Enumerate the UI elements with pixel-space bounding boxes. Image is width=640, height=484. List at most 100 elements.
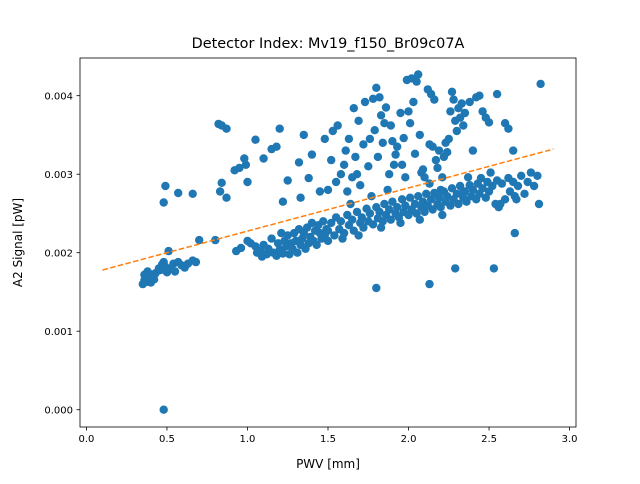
data-point	[343, 187, 352, 196]
data-point	[536, 79, 545, 89]
data-point	[447, 184, 457, 193]
data-point	[389, 160, 399, 169]
data-point	[304, 173, 313, 183]
data-point	[446, 107, 455, 116]
data-point	[425, 279, 434, 289]
data-point	[431, 155, 441, 165]
data-point	[405, 193, 415, 202]
data-point	[222, 124, 231, 133]
data-point	[293, 248, 302, 257]
data-point	[364, 162, 373, 171]
data-point	[412, 77, 421, 86]
data-point	[356, 181, 365, 190]
data-point	[159, 405, 168, 414]
data-point	[459, 121, 468, 130]
data-point	[217, 178, 226, 187]
data-point	[434, 146, 444, 155]
data-point	[478, 107, 487, 116]
data-point	[509, 146, 518, 155]
data-point	[273, 239, 283, 248]
data-point	[243, 177, 252, 187]
data-point	[446, 201, 455, 210]
data-point	[449, 95, 458, 104]
data-point	[409, 97, 418, 107]
chart-title: Detector Index: Mv19_f150_Br09c07A	[192, 36, 465, 52]
data-point	[386, 121, 395, 130]
data-point	[307, 150, 317, 159]
data-point	[278, 197, 288, 206]
data-point	[451, 264, 460, 273]
data-point	[170, 267, 180, 276]
data-point	[323, 236, 333, 246]
data-point	[510, 228, 519, 238]
data-point	[436, 203, 445, 212]
data-point	[380, 199, 389, 209]
data-point	[278, 249, 288, 258]
data-point	[386, 215, 395, 224]
data-point	[367, 192, 376, 201]
data-point	[336, 170, 346, 179]
data-point	[534, 199, 544, 209]
data-point	[381, 103, 391, 112]
data-point	[520, 189, 529, 198]
data-point	[404, 107, 413, 116]
data-point	[161, 181, 170, 191]
data-point	[330, 231, 339, 240]
data-point	[240, 154, 249, 163]
data-point	[296, 193, 305, 202]
data-point	[328, 126, 337, 136]
data-point	[283, 231, 292, 240]
data-point	[376, 223, 386, 232]
data-point	[428, 142, 437, 151]
data-point	[385, 170, 394, 179]
data-point	[447, 87, 457, 97]
data-point	[354, 231, 363, 240]
data-point	[359, 140, 368, 149]
data-point	[405, 119, 415, 128]
data-point	[481, 193, 490, 202]
data-point	[430, 95, 439, 104]
data-point	[497, 179, 507, 188]
data-point	[443, 192, 452, 201]
data-point	[352, 207, 362, 217]
data-point	[444, 134, 453, 144]
data-point	[327, 155, 336, 165]
data-point	[410, 149, 420, 158]
data-point	[357, 213, 366, 222]
data-point	[426, 195, 436, 204]
data-point	[275, 124, 284, 133]
data-point	[489, 264, 499, 273]
data-point	[215, 187, 225, 196]
y-tick-label: 0.001	[44, 327, 73, 338]
x-tick-label: 3.0	[562, 434, 578, 445]
data-point	[418, 165, 428, 174]
data-point	[410, 199, 420, 209]
data-point	[399, 133, 408, 143]
data-point	[476, 173, 486, 183]
fit-line	[102, 148, 554, 271]
data-point	[320, 134, 329, 144]
data-point	[388, 137, 397, 146]
data-point	[438, 210, 447, 220]
data-point	[372, 83, 381, 93]
data-point	[475, 91, 484, 100]
data-point	[339, 160, 349, 169]
data-point	[513, 181, 523, 191]
data-point	[396, 108, 405, 118]
data-point	[370, 126, 379, 135]
data-point	[526, 168, 536, 177]
data-point	[486, 168, 495, 177]
data-point	[236, 243, 246, 253]
data-point	[331, 177, 341, 187]
data-point	[433, 163, 442, 173]
data-point	[484, 118, 494, 127]
data-point	[380, 119, 389, 128]
data-point	[455, 181, 465, 191]
data-point	[368, 220, 378, 229]
data-point	[414, 192, 423, 201]
data-point	[460, 108, 470, 118]
data-point	[462, 197, 471, 206]
data-point	[504, 124, 513, 133]
data-point	[354, 116, 363, 126]
